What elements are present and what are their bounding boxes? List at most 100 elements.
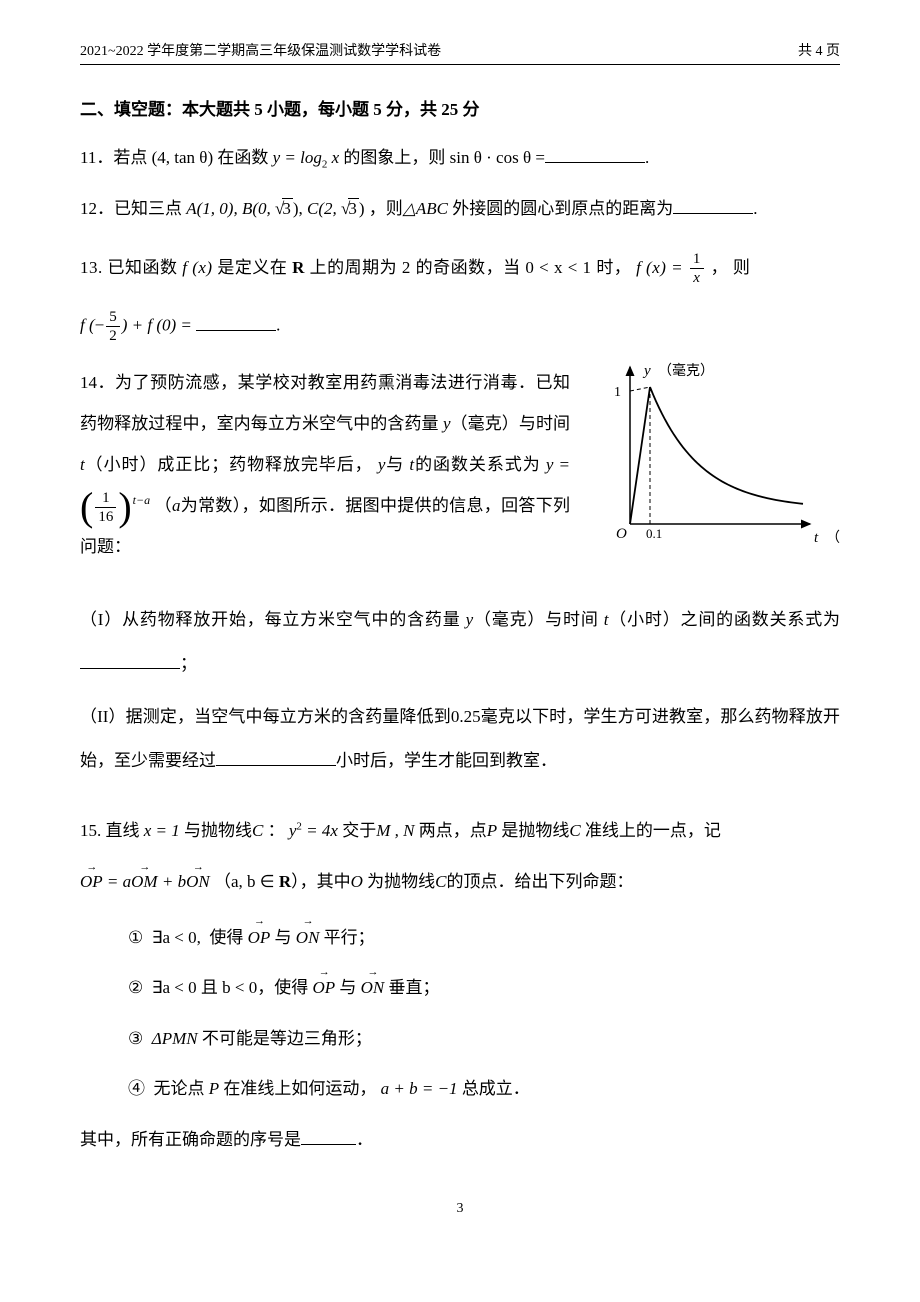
q15-conclusion: 其中，所有正确命题的序号是．: [80, 1119, 840, 1162]
q12-t3: 外接圆的圆心到原点的距离为: [452, 199, 673, 218]
q11-arg: x: [327, 148, 339, 167]
q14-t4: 与: [385, 455, 404, 474]
q14-bigfrac: (116): [80, 486, 132, 527]
q15-C: C: [252, 821, 263, 840]
q14-num: 14．: [80, 373, 115, 392]
q15-t6: 是抛物线: [501, 821, 569, 840]
q15-t5: 两点，点: [419, 821, 487, 840]
q12-B: B(0,: [242, 199, 275, 218]
section-title: 二、填空题：本大题共 5 小题，每小题 5 分，共 25 分: [80, 95, 840, 120]
q12-sqrt3b: 3: [348, 198, 359, 218]
svg-text:（小时）: （小时）: [826, 530, 840, 546]
q15-t2: 与抛物线: [184, 821, 252, 840]
q13-frac: 1x: [690, 250, 704, 287]
q12-sqrt3a: 3: [282, 198, 293, 218]
q12-t2: ，则: [369, 199, 403, 218]
q14-sub1-t2: （毫克）与时间: [473, 610, 599, 629]
q15-i4-t1: 无论点: [154, 1079, 205, 1098]
q15-item2: ② ∃a < 0 且 b < 0，使得 OP 与 ON 垂直；: [128, 967, 840, 1010]
q14-t2: （毫克）与时间: [450, 414, 570, 433]
q13-t1: 已知函数: [108, 258, 178, 277]
q15-P: P: [487, 821, 497, 840]
q14-t7: 为常数），如图所示．据图中提供的信息，回答下列问题：: [80, 496, 570, 557]
q15-t4: 交于: [342, 821, 376, 840]
q13-R: R: [292, 258, 305, 277]
q13-frac2: 52: [106, 308, 120, 345]
q15-i2-and: 与: [339, 978, 356, 997]
q15-i1-end: 平行；: [324, 928, 375, 947]
question-14: y（毫克）t（小时）O10.1 14．为了预防流感，某学校对教室用药熏消毒法进行…: [80, 363, 840, 580]
q14-sub1-num: （I）: [80, 610, 122, 629]
q15-t9: 为抛物线: [367, 872, 435, 891]
vec-OP-1: OP: [248, 917, 271, 960]
question-11: 11．若点 (4, tan θ) 在函数 y = log2 x 的图象上，则 s…: [80, 138, 840, 179]
q11-point: (4, tan θ): [152, 148, 213, 167]
q15-ab: （a, b ∈: [214, 872, 279, 891]
q15-i1-and: 与: [275, 928, 292, 947]
q15-t7: 准线上的一点，记: [585, 821, 721, 840]
q15-i3-num: ③: [128, 1029, 143, 1048]
q15-vec-mid: + b: [158, 872, 186, 891]
q13-t2: 是定义在: [217, 258, 292, 277]
q13-t4: 时，: [596, 258, 631, 277]
svg-text:1: 1: [614, 385, 621, 400]
vec-ON-1: ON: [296, 917, 320, 960]
q13-fx2: f (x) =: [636, 258, 683, 277]
q13-expr-mid: ) + f (0) =: [122, 316, 192, 335]
q15-R: R: [279, 872, 291, 891]
q15-MN: M , N: [376, 821, 414, 840]
q14-sub1-t1: 从药物释放开始，每立方米空气中的含药量: [122, 610, 460, 629]
q15-ab-close: ）: [291, 872, 300, 891]
q14-sub1-semi: ；: [180, 654, 197, 673]
q13-num: 13.: [80, 258, 108, 277]
q14-sub2-t1: 据测定，当空气中每立方米的含药量降低到: [126, 707, 451, 726]
question-13: 13. 已知函数 f (x) 是定义在 R 上的周期为 2 的奇函数，当 0 <…: [80, 248, 840, 289]
q14-sub1-blank: [80, 652, 180, 669]
vec-ON-2: ON: [361, 967, 385, 1010]
q14-sub1-t3: （小时）之间的函数关系式为: [608, 610, 840, 629]
q15-i2-comma: ，: [257, 978, 274, 997]
page-header: 2021~2022 学年度第二学期高三年级保温测试数学学科试卷 共 4 页: [80, 40, 840, 65]
q15-i1-num: ①: [128, 928, 143, 947]
q15-i1-q: ∃a < 0,: [152, 928, 201, 947]
q15-i2-t: 使得: [274, 978, 308, 997]
q11-blank: [545, 146, 645, 163]
q14-sub2-blank: [216, 749, 336, 766]
svg-text:t: t: [814, 530, 819, 546]
vec-OP: OP: [80, 862, 103, 903]
q15-t10: 的顶点．给出下列命题：: [446, 872, 633, 891]
q13-neg: −: [95, 316, 105, 335]
q13-t3: 上的周期为 2 的奇函数，当: [310, 258, 521, 277]
q14-t5: 的函数关系式为: [414, 455, 540, 474]
q15-t1: 直线: [106, 821, 140, 840]
vec-ON: ON: [186, 862, 210, 903]
q11-t3: 的图象上，则: [343, 148, 445, 167]
question-12: 12．已知三点 A(1, 0), B(0, √3), C(2, √3) ，则△A…: [80, 189, 840, 230]
q15-item3: ③ ΔPMN 不可能是等边三角形；: [128, 1018, 840, 1061]
vec-OM: OM: [131, 862, 157, 903]
q15-item1: ① ∃a < 0, 使得 OP 与 ON 平行；: [128, 917, 840, 960]
q15-O: O: [351, 872, 363, 891]
header-left: 2021~2022 学年度第二学期高三年级保温测试数学学科试卷: [80, 40, 441, 60]
q15-i2-num: ②: [128, 978, 143, 997]
svg-text:y: y: [642, 363, 651, 379]
q13-fx: f (x): [182, 258, 212, 277]
q14-sub2-val: 0.25: [451, 707, 481, 726]
q14-sub2-t3: 小时后，学生才能回到教室．: [336, 751, 557, 770]
q13-expr-pre: f (: [80, 316, 95, 335]
q13-range: 0 < x < 1: [525, 258, 591, 277]
q13-period: .: [276, 316, 280, 335]
q15-vec-pre: = a: [103, 872, 131, 891]
q11-t1: 若点: [113, 148, 147, 167]
q12-t1: 已知三点: [114, 199, 182, 218]
q15-C2: C: [569, 821, 580, 840]
q15-i3-t: 不可能是等边三角形；: [202, 1029, 372, 1048]
q12-A: A(1, 0),: [186, 199, 242, 218]
q15-concl-blank: [301, 1128, 356, 1145]
svg-text:（毫克）: （毫克）: [658, 362, 714, 379]
q14-sub2-num: （II）: [80, 707, 126, 726]
q12-C: C(2,: [307, 199, 341, 218]
question-15: 15. 直线 x = 1 与抛物线C ： y2 = 4x 交于M , N 两点，…: [80, 811, 840, 852]
q14-yeq: y =: [546, 455, 570, 474]
q15-i4-t3: 总成立．: [462, 1079, 530, 1098]
